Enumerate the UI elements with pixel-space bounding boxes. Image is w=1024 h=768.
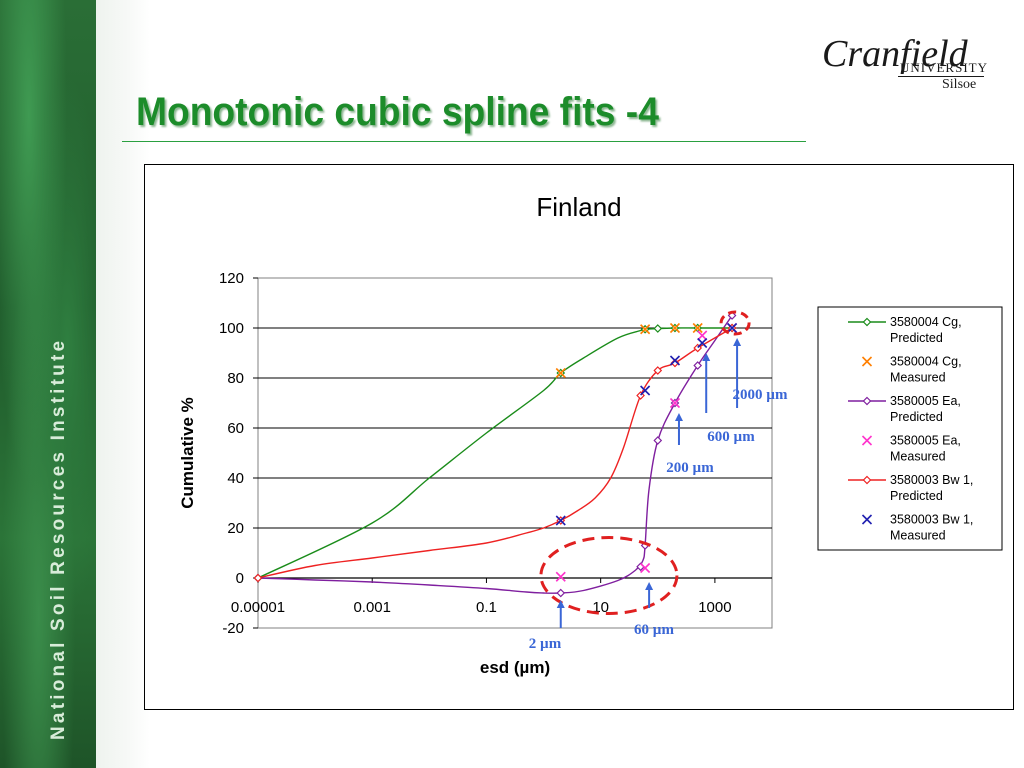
logo-rule bbox=[898, 76, 984, 77]
series-marker bbox=[693, 343, 703, 353]
legend-swatch-marker bbox=[861, 435, 873, 446]
y-tick-label: 20 bbox=[227, 520, 244, 537]
x-axis-label: esd (µm) bbox=[480, 658, 550, 677]
y-tick-label: 100 bbox=[219, 320, 244, 337]
y-tick-label: 80 bbox=[227, 370, 244, 387]
legend-item: 3580004 Cg, Measured bbox=[861, 355, 962, 385]
sidebar-fade bbox=[96, 0, 150, 768]
series-point bbox=[640, 324, 651, 335]
annotation-2: 600 µm bbox=[702, 353, 755, 445]
highlight-ellipse-low bbox=[539, 536, 679, 615]
series-marker bbox=[653, 366, 663, 375]
series-point bbox=[555, 367, 566, 379]
legend-label-line1: 3580003 Bw 1, bbox=[890, 513, 973, 527]
legend-swatch-marker bbox=[862, 475, 872, 485]
title-underline bbox=[122, 141, 806, 142]
legend-label-line1: 3580005 Ea, bbox=[890, 394, 961, 408]
series-point bbox=[669, 397, 681, 409]
arrow-head bbox=[645, 582, 654, 590]
series-marker bbox=[653, 324, 663, 333]
logo-campus: Silsoe bbox=[942, 77, 977, 92]
legend-swatch-marker bbox=[861, 356, 873, 367]
highlight-ellipse-top bbox=[719, 310, 751, 336]
series-point bbox=[555, 571, 566, 582]
series-point bbox=[669, 355, 681, 366]
series-marker bbox=[653, 436, 663, 445]
arrow-head bbox=[702, 353, 711, 361]
legend-label-line1: 3580003 Bw 1, bbox=[890, 473, 973, 487]
series-point bbox=[697, 337, 708, 349]
legend-item: 3580005 Ea, Predicted bbox=[848, 394, 961, 424]
x-tick-label: 0.001 bbox=[353, 599, 391, 616]
legend-label-line2: Measured bbox=[890, 529, 946, 543]
series-point bbox=[640, 385, 651, 396]
series-marker bbox=[253, 573, 263, 583]
series-point bbox=[727, 322, 738, 334]
legend-label-line1: 3580004 Cg, bbox=[890, 355, 962, 369]
annotation-label: 2 µm bbox=[529, 636, 562, 652]
y-tick-label: -20 bbox=[222, 620, 244, 637]
series-line bbox=[257, 327, 733, 579]
annotation-4: 2 µm bbox=[529, 600, 565, 652]
legend-label-line2: Predicted bbox=[890, 410, 943, 424]
slide-title: Monotonic cubic spline fits -4 bbox=[136, 90, 659, 134]
legend-item: 3580005 Ea, Measured bbox=[861, 434, 961, 464]
legend-label-line2: Predicted bbox=[890, 331, 943, 345]
series-line bbox=[257, 327, 733, 579]
legend-box bbox=[817, 306, 1003, 551]
arrow-head bbox=[733, 338, 742, 346]
annotation-label: 2000 µm bbox=[733, 387, 788, 403]
legend-swatch-marker bbox=[862, 317, 872, 327]
x-tick-label: 1000 bbox=[698, 599, 731, 616]
annotation-label: 600 µm bbox=[707, 429, 755, 445]
series-point bbox=[692, 322, 703, 334]
legend-swatch-marker bbox=[862, 396, 872, 406]
legend-swatch-marker bbox=[861, 514, 873, 525]
annotation-label: 60 µm bbox=[634, 622, 674, 638]
series-2 bbox=[555, 322, 703, 379]
logo-university: UNIVERSITY bbox=[900, 60, 988, 75]
x-tick-label: 0.1 bbox=[476, 599, 497, 616]
legend-label-line1: 3580004 Cg, bbox=[890, 315, 962, 329]
series-marker bbox=[636, 391, 645, 400]
series-marker bbox=[693, 361, 703, 370]
series-point bbox=[640, 562, 651, 574]
y-tick-label: 120 bbox=[219, 270, 244, 287]
annotation-label: 200 µm bbox=[666, 460, 714, 476]
arrow-head bbox=[556, 600, 565, 608]
chart-title: Finland bbox=[536, 192, 621, 222]
series-6 bbox=[555, 322, 738, 526]
series-marker bbox=[556, 588, 566, 598]
series-point bbox=[697, 330, 708, 341]
cranfield-logo: Cranfield UNIVERSITY Silsoe bbox=[818, 30, 988, 94]
series-point bbox=[669, 322, 681, 334]
y-tick-label: 0 bbox=[236, 570, 244, 587]
legend-label-line1: 3580005 Ea, bbox=[890, 434, 961, 448]
legend-item: 3580004 Cg, Predicted bbox=[848, 315, 962, 345]
legend-item: 3580003 Bw 1, Predicted bbox=[848, 473, 973, 503]
annotation-5: 60 µm bbox=[634, 582, 674, 638]
sidebar-banner: National Soil Resources Institute bbox=[0, 0, 96, 768]
series-point bbox=[555, 515, 566, 526]
legend-item: 3580003 Bw 1, Measured bbox=[861, 513, 973, 543]
y-axis-label: Cumulative % bbox=[178, 397, 197, 508]
logo-wordmark: Cranfield bbox=[822, 33, 968, 75]
arrow-head bbox=[674, 413, 683, 421]
legend-label-line2: Measured bbox=[890, 371, 946, 385]
legend-label-line2: Measured bbox=[890, 450, 946, 464]
legend-label-line2: Predicted bbox=[890, 489, 943, 503]
annotation-3: 200 µm bbox=[666, 413, 714, 476]
x-tick-label: 0.00001 bbox=[231, 599, 285, 616]
y-tick-label: 60 bbox=[227, 420, 244, 437]
annotation-1: 2000 µm bbox=[733, 338, 788, 408]
y-tick-label: 40 bbox=[227, 470, 244, 487]
plot-area bbox=[257, 277, 773, 629]
